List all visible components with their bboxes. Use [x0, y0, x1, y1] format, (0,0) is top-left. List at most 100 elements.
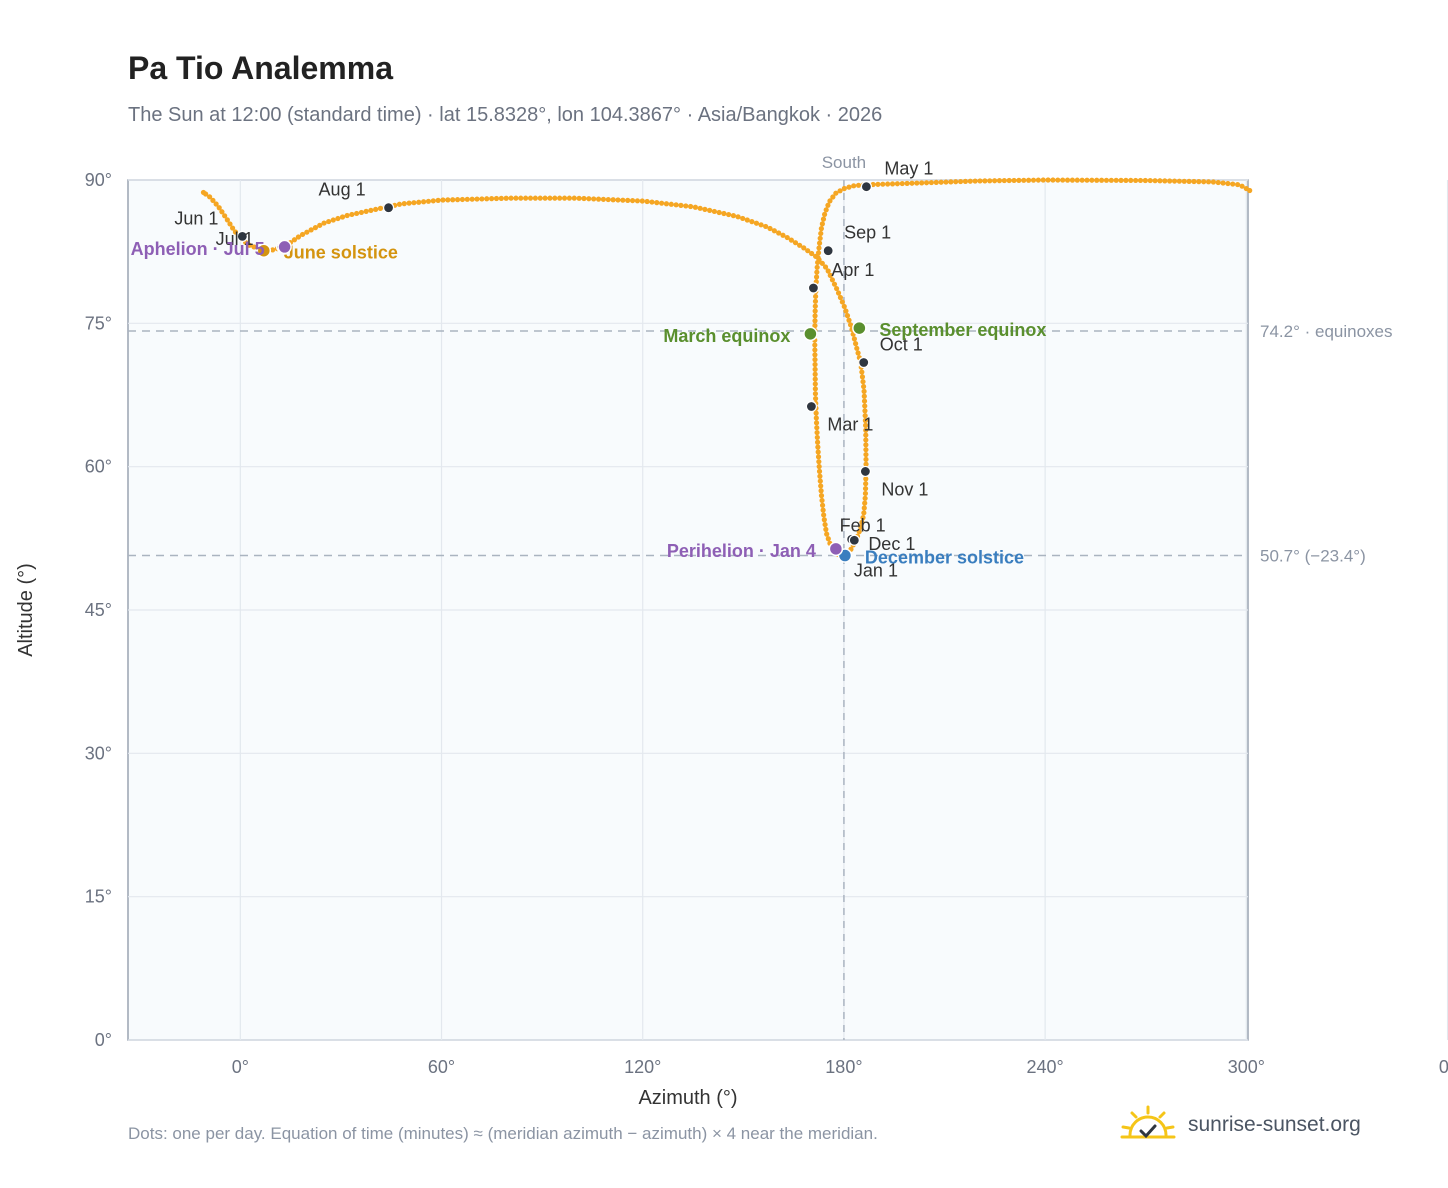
analemma-day-dot [859, 374, 866, 380]
analemma-day-dot [566, 195, 573, 201]
analemma-day-dot [1123, 177, 1129, 183]
analemma-day-dot [860, 515, 866, 521]
analemma-day-dot [321, 220, 327, 226]
analemma-day-dot [862, 500, 868, 506]
analemma-day-dot [861, 510, 867, 516]
analemma-day-dot [899, 180, 905, 187]
analemma-day-dot [776, 230, 782, 236]
x-tick-label: 60° [428, 1057, 455, 1077]
analemma-day-dot [846, 317, 852, 323]
analemma-day-dot [953, 179, 959, 185]
analemma-day-dot [711, 208, 717, 215]
analemma-day-dot [1147, 177, 1153, 184]
analemma-day-dot [716, 209, 722, 216]
month-marker-dot [859, 465, 871, 478]
analemma-day-dot [1089, 177, 1095, 183]
analemma-day-dot [1113, 177, 1119, 183]
y-tick-label: 75° [85, 313, 112, 333]
event-label: September equinox [879, 320, 1046, 340]
analemma-day-dot [1171, 178, 1178, 184]
analemma-day-dot [938, 179, 944, 185]
analemma-day-dot [851, 183, 857, 189]
analemma-day-dot [863, 427, 869, 433]
month-marker-label: Jul 1 [216, 229, 254, 249]
analemma-day-dot [847, 322, 854, 328]
analemma-day-dot [855, 350, 861, 356]
analemma-day-dot [401, 201, 407, 207]
analemma-day-dot [1094, 177, 1100, 183]
analemma-day-dot [856, 529, 862, 535]
analemma-day-dot [792, 240, 799, 246]
event-markers: March equinox September equinox June solst… [131, 239, 1047, 568]
analemma-day-dot [634, 198, 641, 204]
analemma-day-dot [885, 181, 891, 187]
analemma-day-dot [673, 202, 679, 208]
analemma-day-dot [812, 386, 818, 392]
analemma-day-dot [396, 201, 403, 207]
analemma-day-dot [813, 415, 819, 421]
analemma-day-dot [450, 197, 456, 203]
analemma-day-dot [1196, 179, 1202, 185]
analemma-day-dot [812, 361, 818, 368]
month-marker-label: Nov 1 [881, 479, 928, 499]
event-label: December solstice [865, 548, 1024, 568]
analemma-day-dot [863, 432, 869, 438]
analemma-day-dot [823, 207, 829, 213]
analemma-day-dot [818, 230, 824, 237]
analemma-day-dot [894, 181, 900, 187]
x-tick-label: 240° [1027, 1057, 1064, 1077]
analemma-day-dot [862, 403, 868, 409]
analemma-day-dot [830, 194, 836, 200]
analemma-day-dot [1181, 178, 1187, 184]
analemma-day-dot [972, 178, 978, 184]
month-marker-label: Apr 1 [831, 260, 874, 280]
analemma-day-dot [740, 215, 746, 222]
analemma-day-dot [312, 225, 319, 231]
event-label: June solstice [284, 243, 398, 263]
analemma-day-dot [1026, 177, 1032, 183]
month-marker-dot [382, 202, 395, 214]
analemma-day-dot [858, 524, 864, 530]
month-marker-dot [236, 230, 248, 242]
analemma-day-dot [445, 197, 451, 203]
chart-subtitle: The Sun at 12:00 (standard time) · lat 1… [128, 104, 883, 126]
analemma-day-dot [812, 391, 819, 397]
analemma-day-dot [817, 478, 823, 484]
analemma-day-dot [595, 196, 602, 202]
analemma-day-dot [862, 417, 868, 424]
analemma-day-dot [816, 257, 822, 263]
analemma-day-dot [1045, 177, 1051, 183]
analemma-day-dot [753, 220, 760, 226]
analemma-day-dot [663, 201, 670, 207]
y-axis-title: Altitude (°) [15, 563, 37, 657]
analemma-day-dot [996, 178, 1003, 184]
brand-logo[interactable]: sunrise-sunset.org [1120, 1100, 1390, 1150]
analemma-day-dot [620, 197, 626, 203]
analemma-day-dot [1234, 181, 1241, 188]
y-tick-label: 45° [85, 600, 112, 620]
analemma-day-dot [224, 217, 230, 223]
analemma-day-dot [246, 242, 253, 248]
analemma-day-dot [1215, 179, 1221, 186]
analemma-day-dot [814, 269, 820, 275]
analemma-day-dot [835, 290, 842, 296]
analemma-day-dot [825, 536, 831, 542]
analemma-day-dot [227, 221, 233, 227]
analemma-day-dot [812, 298, 819, 304]
event-label: Perihelion · Jan 4 [667, 541, 816, 561]
analemma-day-dot [825, 268, 831, 274]
analemma-day-dot [1230, 181, 1236, 187]
event-marker-dot [803, 326, 818, 342]
analemma-day-dot [962, 178, 969, 184]
analemma-day-dot [812, 352, 818, 358]
sun-logo-icon [1120, 1105, 1176, 1139]
analemma-day-dot [909, 180, 915, 186]
analemma-day-dot [416, 199, 422, 205]
analemma-day-dot [771, 228, 777, 234]
x-tick-label: 180° [825, 1057, 862, 1077]
analemma-day-dot [1055, 177, 1061, 183]
analemma-day-dot [814, 429, 820, 436]
analemma-day-dot [649, 199, 655, 205]
analemma-day-dot [1069, 177, 1076, 183]
